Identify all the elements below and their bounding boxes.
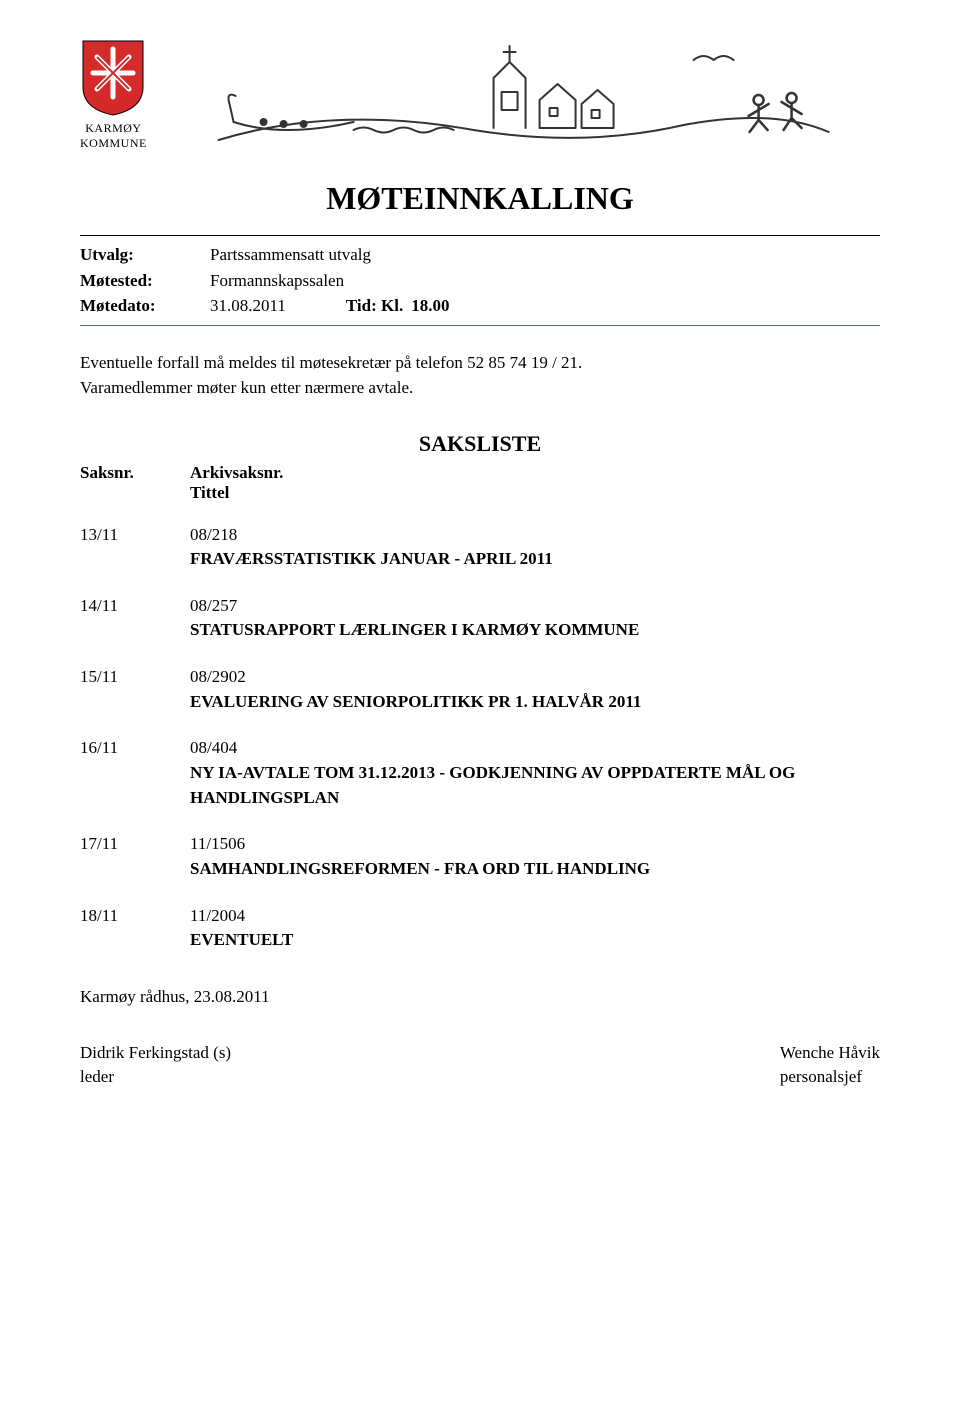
- saksliste-heading: SAKSLISTE: [80, 431, 880, 457]
- agenda-item: 16/1108/404NY IA-AVTALE TOM 31.12.2013 -…: [80, 736, 880, 810]
- org-name-line1: KARMØY: [80, 121, 147, 135]
- meta-value-motedato: 31.08.2011: [210, 293, 286, 319]
- sig-right-role: personalsjef: [780, 1065, 880, 1089]
- col-saksnr: Saksnr.: [80, 463, 190, 503]
- agenda-item-arkiv: 08/404: [190, 736, 880, 761]
- meta-label-utvalg: Utvalg:: [80, 242, 210, 268]
- org-logo-block: KARMØY KOMMUNE: [80, 39, 147, 150]
- intro-text: Eventuelle forfall må meldes til møtesek…: [80, 350, 880, 401]
- agenda-item-saksnr: 17/11: [80, 832, 190, 881]
- letterhead: KARMØY KOMMUNE: [80, 30, 880, 150]
- signature-left: Didrik Ferkingstad (s) leder: [80, 1041, 231, 1089]
- agenda-item-saksnr: 15/11: [80, 665, 190, 714]
- agenda-item-title: STATUSRAPPORT LÆRLINGER I KARMØY KOMMUNE: [190, 618, 880, 643]
- agenda-item-saksnr: 16/11: [80, 736, 190, 810]
- org-name: KARMØY KOMMUNE: [80, 121, 147, 150]
- meta-label-tid: Tid: Kl.: [346, 293, 403, 319]
- agenda-item-title: NY IA-AVTALE TOM 31.12.2013 - GODKJENNIN…: [190, 761, 880, 810]
- agenda-item: 13/1108/218FRAVÆRSSTATISTIKK JANUAR - AP…: [80, 523, 880, 572]
- place-date: Karmøy rådhus, 23.08.2011: [80, 987, 880, 1007]
- agenda-item-body: 08/2902EVALUERING AV SENIORPOLITIKK PR 1…: [190, 665, 880, 714]
- agenda-item-title: EVALUERING AV SENIORPOLITIKK PR 1. HALVÅ…: [190, 690, 880, 715]
- agenda-item-arkiv: 11/2004: [190, 904, 880, 929]
- signature-right: Wenche Håvik personalsjef: [780, 1041, 880, 1089]
- agenda-item-title: FRAVÆRSSTATISTIKK JANUAR - APRIL 2011: [190, 547, 880, 572]
- agenda-item-saksnr: 13/11: [80, 523, 190, 572]
- agenda-item-body: 08/257STATUSRAPPORT LÆRLINGER I KARMØY K…: [190, 594, 880, 643]
- meta-value-tid: 18.00: [411, 293, 449, 319]
- agenda-item-arkiv: 08/257: [190, 594, 880, 619]
- col-tittel-label: Tittel: [190, 483, 350, 503]
- agenda-item-title: EVENTUELT: [190, 928, 880, 953]
- org-name-line2: KOMMUNE: [80, 136, 147, 150]
- signatures: Didrik Ferkingstad (s) leder Wenche Håvi…: [80, 1041, 880, 1089]
- agenda-item-body: 08/404NY IA-AVTALE TOM 31.12.2013 - GODK…: [190, 736, 880, 810]
- agenda-item-saksnr: 18/11: [80, 904, 190, 953]
- col-arkivsaksnr-label: Arkivsaksnr.: [190, 463, 350, 483]
- agenda-item-saksnr: 14/11: [80, 594, 190, 643]
- meeting-meta: Utvalg: Partssammensatt utvalg Møtested:…: [80, 235, 880, 326]
- agenda-item-arkiv: 11/1506: [190, 832, 880, 857]
- agenda-item-arkiv: 08/2902: [190, 665, 880, 690]
- sig-left-name: Didrik Ferkingstad (s): [80, 1041, 231, 1065]
- meta-label-motested: Møtested:: [80, 268, 210, 294]
- agenda-item: 17/1111/1506SAMHANDLINGSREFORMEN - FRA O…: [80, 832, 880, 881]
- column-headers: Saksnr. Arkivsaksnr. Tittel: [80, 463, 880, 503]
- shield-logo-icon: [81, 39, 145, 117]
- agenda-items: 13/1108/218FRAVÆRSSTATISTIKK JANUAR - AP…: [80, 523, 880, 953]
- meta-label-motedato: Møtedato:: [80, 293, 210, 319]
- agenda-item-body: 11/1506SAMHANDLINGSREFORMEN - FRA ORD TI…: [190, 832, 880, 881]
- meta-value-motested: Formannskapssalen: [210, 268, 344, 294]
- meta-value-utvalg: Partssammensatt utvalg: [210, 242, 371, 268]
- sig-left-role: leder: [80, 1065, 231, 1089]
- sig-right-name: Wenche Håvik: [780, 1041, 880, 1065]
- intro-line1: Eventuelle forfall må meldes til møtesek…: [80, 350, 880, 376]
- agenda-item-body: 11/2004EVENTUELT: [190, 904, 880, 953]
- col-arkivsaksnr: Arkivsaksnr. Tittel: [190, 463, 350, 503]
- agenda-item-arkiv: 08/218: [190, 523, 880, 548]
- agenda-item-title: SAMHANDLINGSREFORMEN - FRA ORD TIL HANDL…: [190, 857, 880, 882]
- document-title: MØTEINNKALLING: [80, 180, 880, 217]
- agenda-item: 18/1111/2004EVENTUELT: [80, 904, 880, 953]
- agenda-item: 14/1108/257STATUSRAPPORT LÆRLINGER I KAR…: [80, 594, 880, 643]
- agenda-item-body: 08/218FRAVÆRSSTATISTIKK JANUAR - APRIL 2…: [190, 523, 880, 572]
- intro-line2: Varamedlemmer møter kun etter nærmere av…: [80, 375, 880, 401]
- agenda-item: 15/1108/2902EVALUERING AV SENIORPOLITIKK…: [80, 665, 880, 714]
- header-illustration-icon: [167, 30, 880, 150]
